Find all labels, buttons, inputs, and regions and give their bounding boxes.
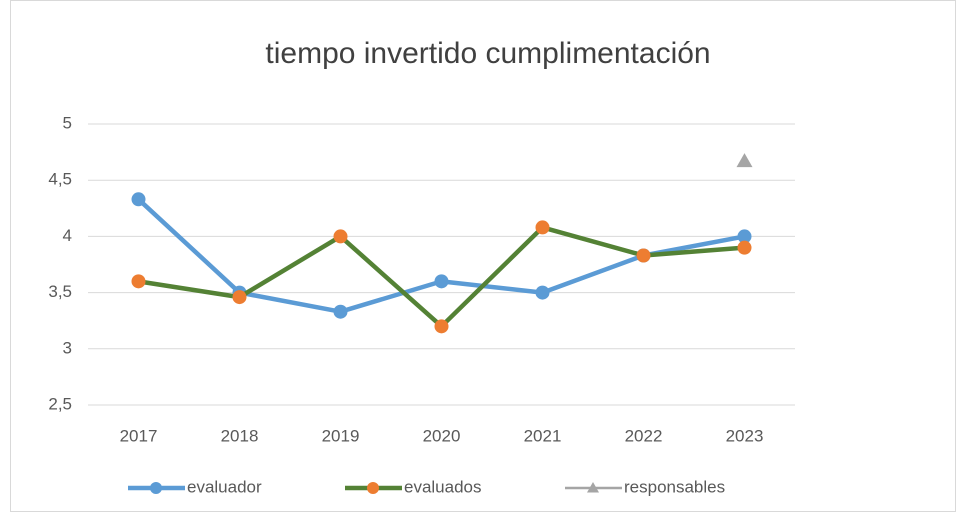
y-tick-label: 3 xyxy=(63,338,72,357)
x-tick-label: 2018 xyxy=(221,426,259,445)
marker xyxy=(535,220,550,235)
x-tick-label: 2017 xyxy=(120,426,158,445)
chart-title: tiempo invertido cumplimentación xyxy=(265,37,710,70)
x-tick-label: 2023 xyxy=(726,426,764,445)
marker xyxy=(131,192,146,207)
legend-label: evaluados xyxy=(404,477,482,496)
marker xyxy=(736,153,753,168)
marker xyxy=(737,229,752,244)
marker xyxy=(587,482,599,493)
legend-label: responsables xyxy=(624,477,725,496)
marker xyxy=(636,248,651,263)
x-tick-label: 2020 xyxy=(423,426,461,445)
marker xyxy=(333,229,348,244)
x-tick-label: 2021 xyxy=(524,426,562,445)
marker xyxy=(367,482,379,494)
y-tick-label: 2,5 xyxy=(48,394,72,413)
chart-border xyxy=(10,0,956,512)
y-tick-label: 3,5 xyxy=(48,282,72,301)
x-tick-label: 2019 xyxy=(322,426,360,445)
y-tick-label: 4,5 xyxy=(48,170,72,189)
x-tick-label: 2022 xyxy=(625,426,663,445)
marker xyxy=(434,319,449,334)
marker xyxy=(737,240,752,255)
marker xyxy=(232,290,247,305)
legend-label: evaluador xyxy=(187,477,262,496)
marker xyxy=(333,304,348,319)
y-tick-label: 5 xyxy=(63,113,72,132)
marker xyxy=(535,285,550,300)
marker xyxy=(434,274,449,289)
y-tick-label: 4 xyxy=(63,226,72,245)
marker xyxy=(131,274,146,289)
marker xyxy=(150,482,162,494)
